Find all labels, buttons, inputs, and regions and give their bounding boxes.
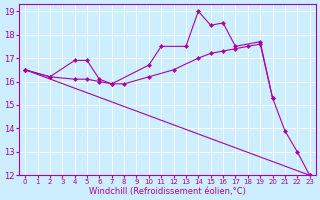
X-axis label: Windchill (Refroidissement éolien,°C): Windchill (Refroidissement éolien,°C) — [89, 187, 246, 196]
